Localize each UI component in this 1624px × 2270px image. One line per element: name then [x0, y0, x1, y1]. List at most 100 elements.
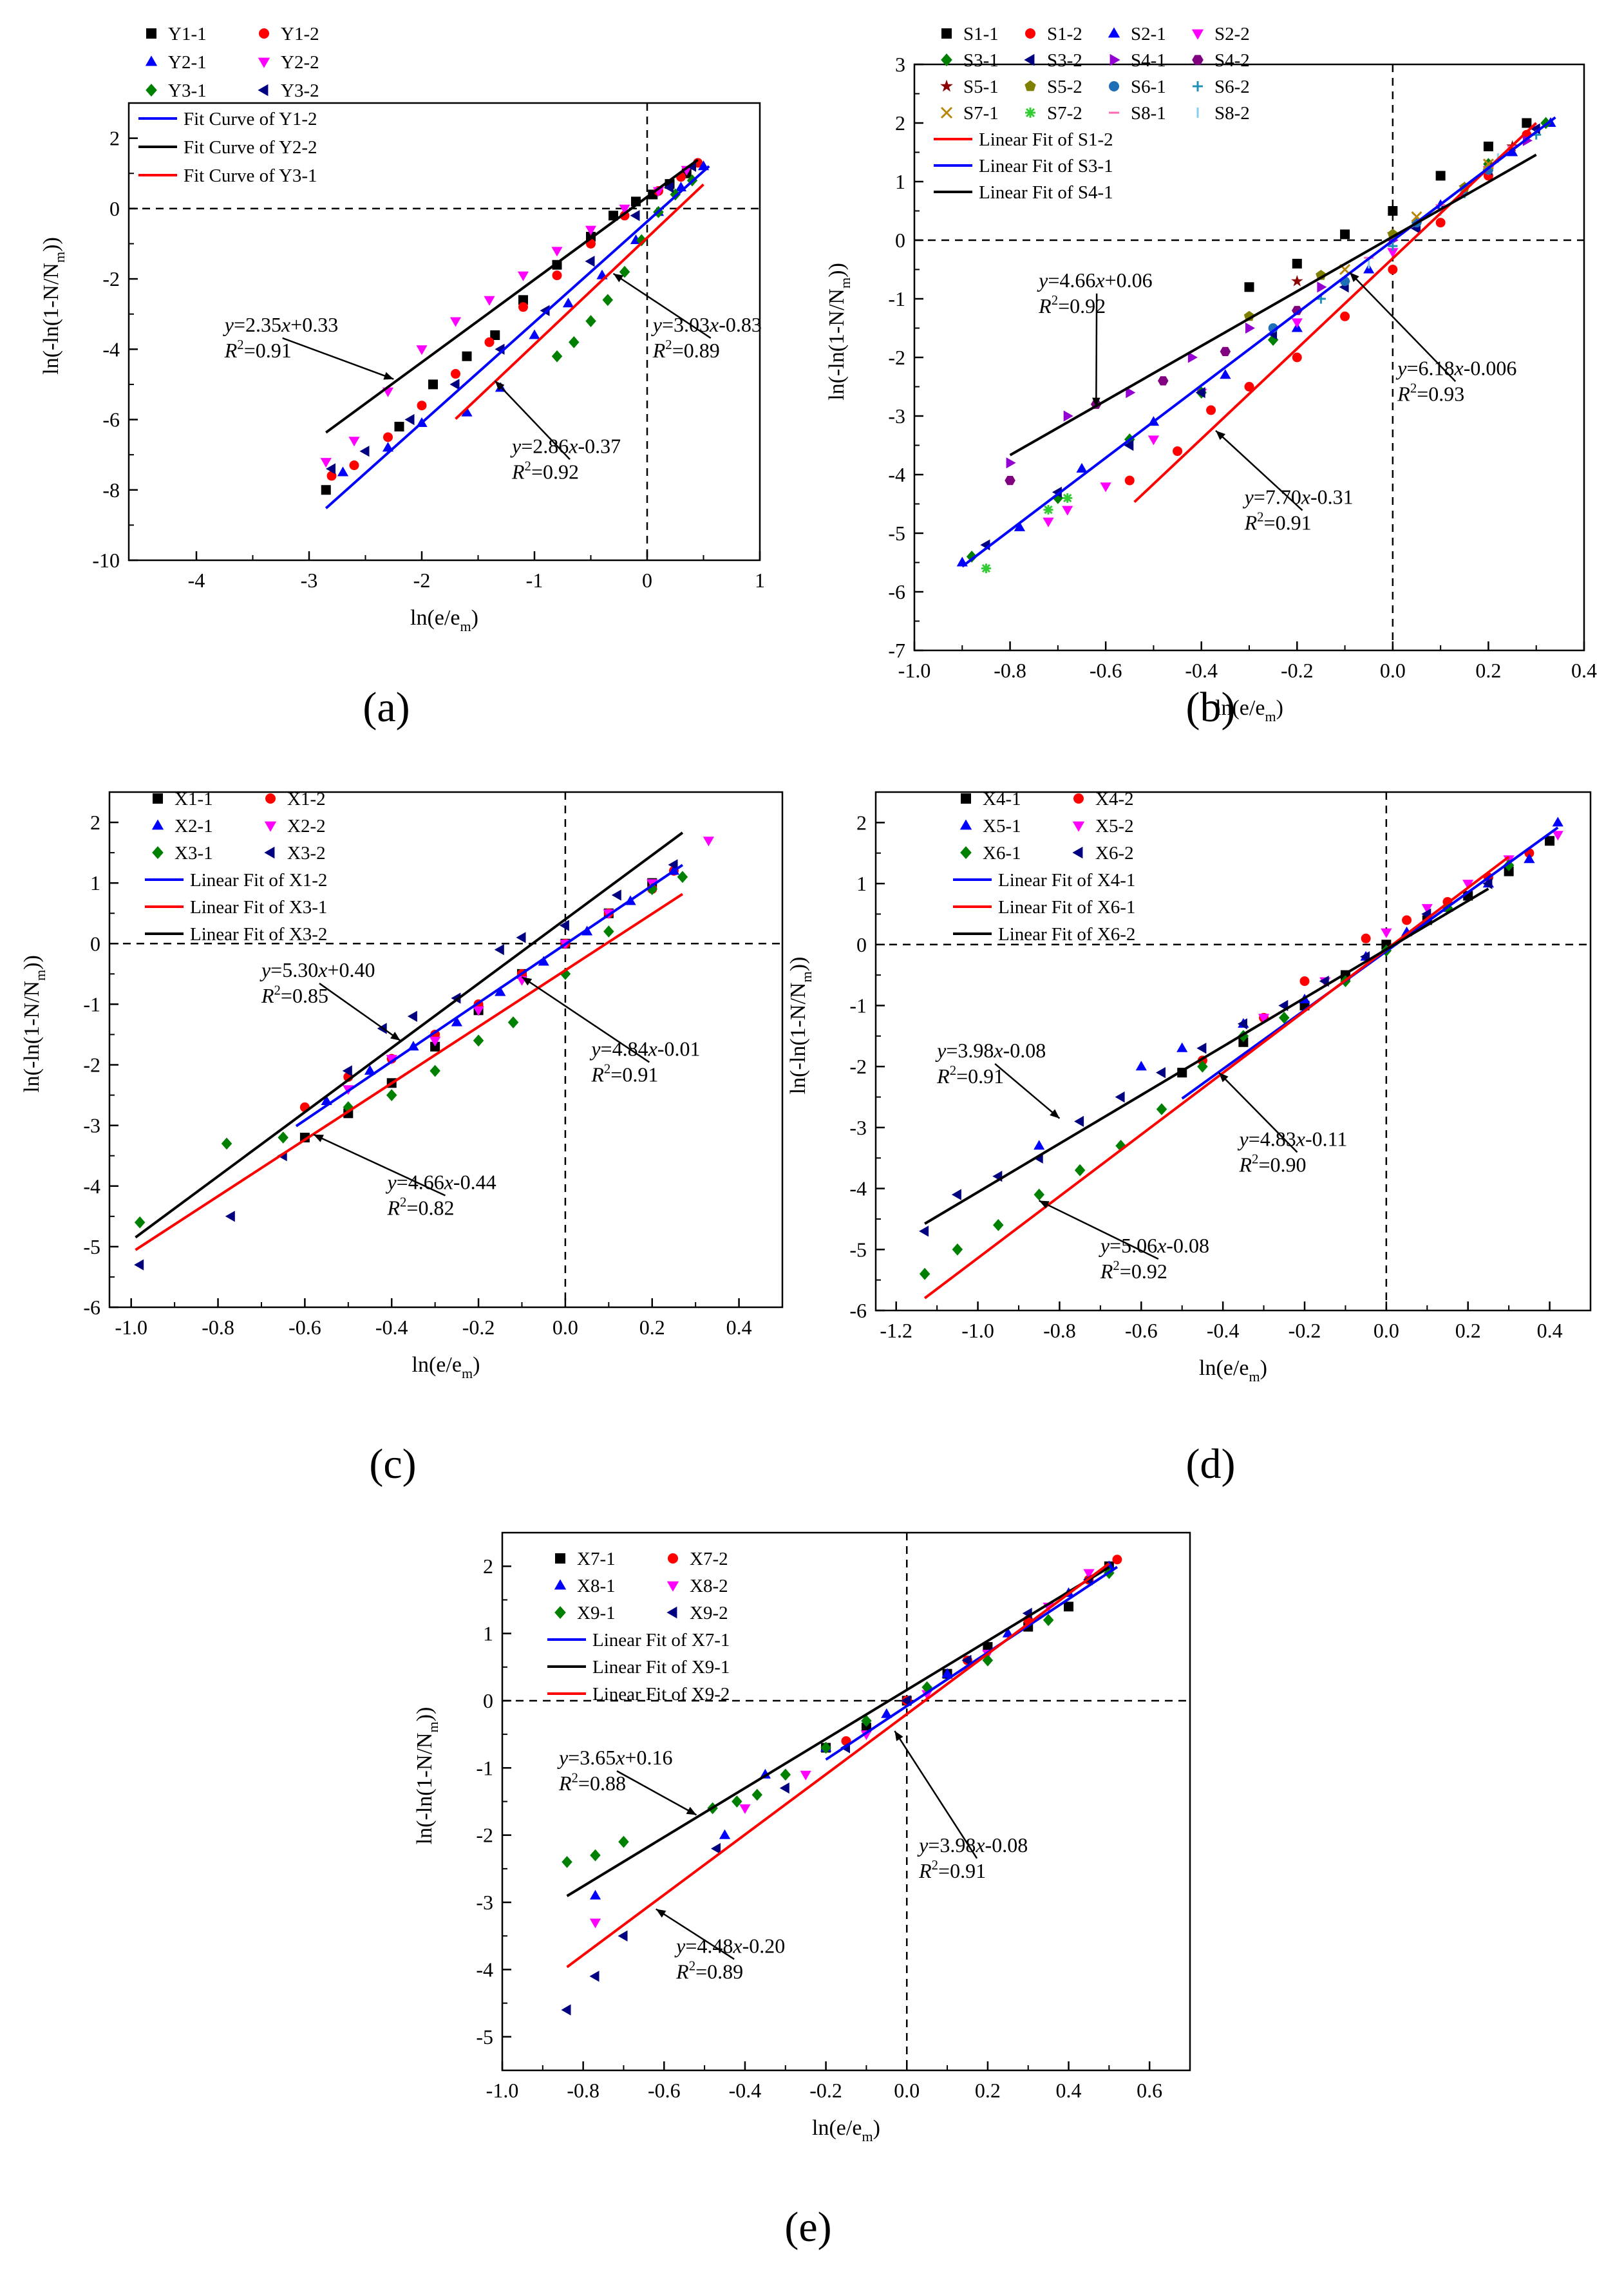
legend-label: X9-2	[690, 1603, 728, 1623]
data-point	[921, 1681, 932, 1694]
data-point	[1421, 903, 1433, 914]
chart-panel-e: -1.0 -0.8 -0.6 -0.4 -0.2 0.0 0.2 0.4 0.6 -5 -4 -3 -2…	[413, 1531, 1191, 2251]
legend-marker	[666, 1581, 679, 1592]
legend-label: Fit Curve of Y3-1	[184, 166, 317, 186]
data-point	[449, 379, 460, 390]
data-point	[1552, 831, 1563, 841]
data-point	[1043, 517, 1054, 527]
y-tick-label: -1	[849, 994, 867, 1017]
legend-label: Y1-2	[281, 24, 319, 44]
y-tick-label: 0	[895, 229, 905, 252]
fit-r2-label: R2=0.91	[224, 337, 292, 362]
legend-marker	[554, 1579, 567, 1590]
x-tick-label: -1.0	[486, 2079, 519, 2102]
data-point	[618, 1835, 629, 1848]
data-point	[1043, 505, 1053, 515]
data-point	[540, 305, 550, 316]
data-point	[518, 302, 528, 312]
legend-label: X8-2	[690, 1576, 728, 1596]
panel-caption: (e)	[784, 2204, 831, 2251]
y-tick-label: -1	[476, 1756, 493, 1779]
data-point	[538, 956, 549, 966]
data-point	[1387, 248, 1399, 258]
legend-marker	[961, 793, 971, 804]
legend-marker	[1025, 28, 1035, 39]
data-point	[507, 1016, 519, 1028]
data-point	[462, 351, 472, 361]
fit-line	[825, 1565, 1119, 1761]
legend-marker	[554, 1606, 566, 1619]
legend-marker	[146, 84, 157, 97]
x-tick-label: -2	[413, 569, 431, 592]
y-tick-label: 0	[90, 932, 100, 955]
x-tick-label: -1.0	[961, 1319, 994, 1342]
legend-label: X4-2	[1095, 789, 1134, 809]
data-point	[1388, 206, 1398, 216]
fit-line	[295, 864, 684, 1128]
x-tick-label: 0.4	[726, 1316, 752, 1339]
x-tick-label: 0.2	[1475, 659, 1501, 682]
legend-label: S8-1	[1131, 103, 1166, 124]
data-point	[134, 1216, 146, 1229]
fit-equation-label: y=7.70x-0.31	[1243, 486, 1354, 509]
legend-marker	[151, 819, 164, 830]
x-tick-label: -0.6	[648, 2079, 681, 2102]
data-point	[225, 1211, 235, 1222]
fit-equation-label: y=5.06x-0.08	[1099, 1234, 1209, 1257]
x-tick-label: 1	[755, 569, 765, 592]
data-point	[1244, 282, 1254, 292]
data-point	[585, 225, 597, 236]
annotation-arrow	[612, 272, 712, 339]
data-point	[981, 563, 991, 574]
series-S4-1	[1006, 135, 1533, 469]
legend-label: X2-1	[175, 816, 213, 837]
fit-equation-label: y=5.30x+0.40	[260, 958, 375, 981]
data-point	[611, 889, 621, 901]
legend-label: X1-1	[175, 789, 213, 809]
x-tick-label: -0.2	[1289, 1319, 1321, 1342]
legend-marker	[1193, 81, 1203, 91]
legend: X1-1 X1-2 X2-1 X2-2 X3-1 X3-2 Linear Fit of X1…	[145, 789, 327, 945]
x-axis-label: ln(e/em)	[812, 2116, 880, 2144]
legend-marker	[668, 1553, 678, 1564]
annotation-arrow	[994, 1063, 1061, 1119]
fit-equation-label: y=2.86x-0.37	[510, 434, 621, 457]
x-tick-label: -1.0	[115, 1316, 147, 1339]
panel-caption: (d)	[1186, 1441, 1236, 1488]
data-point	[1006, 457, 1016, 469]
legend-label: S5-2	[1047, 77, 1082, 97]
annotation-arrowhead	[686, 1806, 697, 1815]
legend-marker	[1108, 27, 1120, 38]
data-point	[739, 1804, 751, 1814]
fit-line	[923, 855, 1510, 1300]
data-point	[664, 182, 674, 193]
data-point	[630, 210, 640, 222]
y-tick-label: -2	[102, 267, 120, 290]
legend-label: X9-1	[577, 1603, 616, 1623]
annotation-arrow	[319, 983, 401, 1041]
data-point	[562, 298, 574, 308]
x-tick-label: -0.4	[729, 2079, 762, 2102]
data-point	[551, 247, 563, 257]
series-X5-2	[1258, 831, 1563, 1024]
data-point	[394, 421, 404, 431]
x-tick-label: -1.0	[898, 659, 931, 682]
data-point	[919, 1267, 930, 1280]
y-tick-label: 2	[483, 1555, 493, 1578]
annotation-arrowhead	[383, 372, 394, 380]
data-point	[494, 944, 504, 956]
data-point	[618, 1930, 628, 1942]
data-point	[1267, 334, 1279, 346]
legend-label: Linear Fit of S4-1	[979, 182, 1113, 203]
legend-label: S8-2	[1214, 103, 1250, 124]
annotation-arrow	[1218, 1072, 1298, 1153]
legend-label: S5-1	[963, 77, 999, 97]
y-tick-label: 2	[895, 111, 905, 135]
annotation-arrow	[313, 1133, 446, 1196]
y-tick-label: -4	[849, 1177, 867, 1200]
annotation-arrow	[282, 337, 394, 380]
data-point	[484, 337, 495, 347]
data-point	[732, 1795, 742, 1808]
data-point	[1076, 462, 1088, 473]
data-point	[921, 1690, 933, 1700]
